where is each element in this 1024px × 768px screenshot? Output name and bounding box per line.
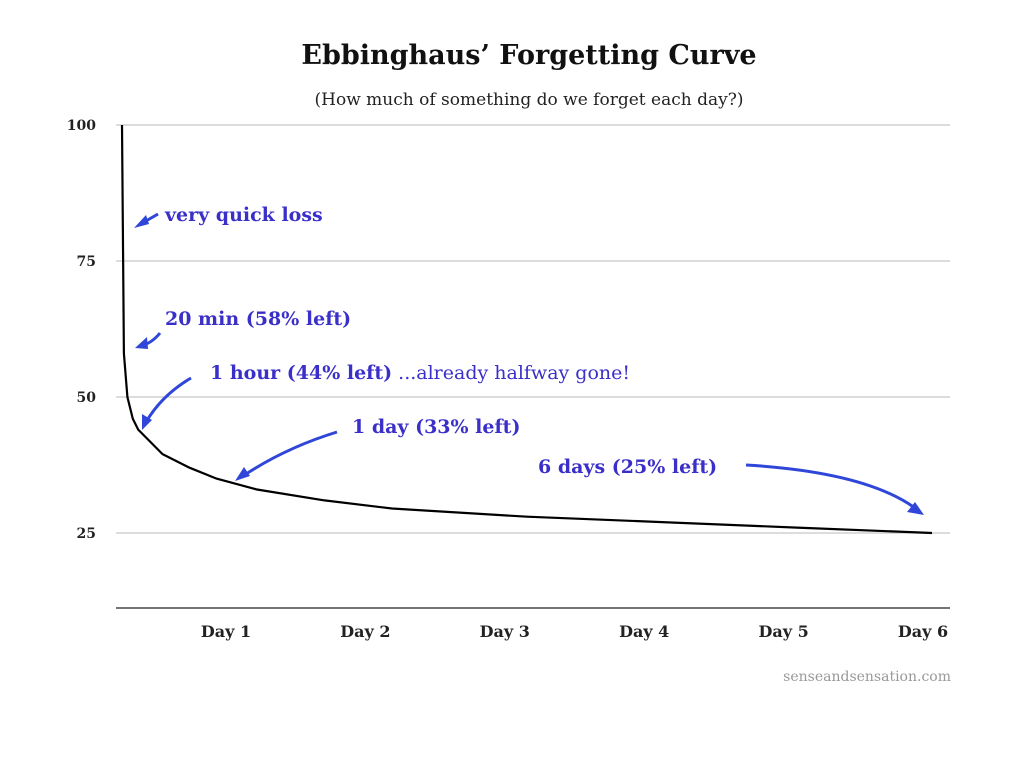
x-tick-label-day-2: Day 2 (340, 622, 390, 641)
chart-title: Ebbinghaus’ Forgetting Curve (301, 40, 756, 71)
source-credit: senseandsensation.com (783, 669, 951, 685)
annotation-very-quick-loss: very quick loss (164, 204, 323, 226)
arrowhead-very-quick-loss (134, 215, 149, 228)
forgetting-curve-line (120, 124, 933, 535)
y-tick-label-75: 75 (77, 254, 96, 270)
annotation-1-day: 1 day (33% left) (352, 416, 520, 438)
x-tick-label-day-5: Day 5 (758, 622, 808, 641)
y-tick-label-50: 50 (77, 390, 97, 406)
arrow-1-hour (144, 376, 192, 423)
annotation-20-min: 20 min (58% left) (165, 308, 351, 330)
y-tick-label-25: 25 (77, 526, 96, 542)
arrow-6-days (745, 463, 916, 510)
arrowhead-20-min (135, 337, 148, 349)
annotations: very quick loss 20 min (58% left) 1 hour… (134, 204, 924, 515)
chart-subtitle: (How much of something do we forget each… (315, 90, 744, 110)
x-tick-label-day-6: Day 6 (898, 622, 948, 641)
annotation-1-hour-main: 1 hour (44% left) (210, 362, 392, 384)
x-tick-label-day-3: Day 3 (480, 622, 530, 641)
annotation-6-days: 6 days (25% left) (538, 456, 717, 478)
y-tick-labels: 25 50 75 100 (67, 118, 96, 542)
x-tick-labels: Day 1 Day 2 Day 3 Day 4 Day 5 Day 6 (201, 622, 948, 641)
annotation-1-hour: 1 hour (44% left) ...already halfway gon… (210, 362, 630, 384)
x-tick-label-day-4: Day 4 (619, 622, 669, 641)
arrow-1-day (242, 430, 338, 478)
arrowhead-6-days (907, 502, 924, 515)
annotation-1-hour-extra: ...already halfway gone! (392, 362, 630, 384)
arrowhead-1-hour (142, 414, 152, 430)
arrowhead-1-day (235, 467, 250, 481)
x-tick-label-day-1: Day 1 (201, 622, 251, 641)
gridlines (116, 124, 950, 534)
y-tick-label-100: 100 (67, 118, 96, 134)
